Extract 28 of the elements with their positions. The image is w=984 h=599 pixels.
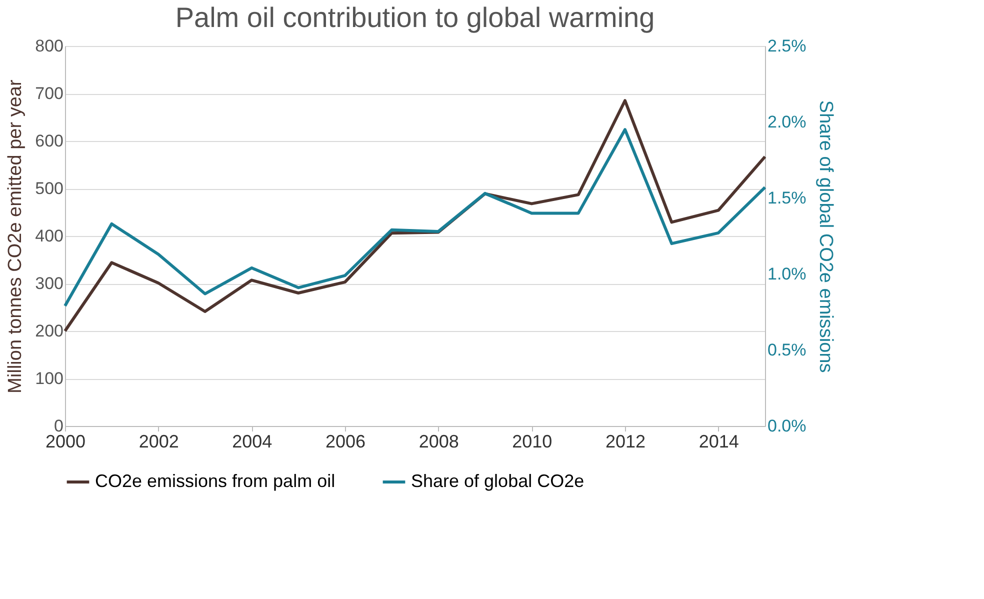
- x-tick-label: 2006: [325, 432, 366, 452]
- y-tick-label: 300: [35, 274, 64, 293]
- y2-tick-label: 2.0%: [768, 112, 806, 132]
- x-tick-label: 2004: [232, 432, 272, 452]
- y2-tick-label: 1.5%: [768, 188, 806, 208]
- legend-label: CO2e emissions from palm oil: [95, 471, 336, 491]
- x-tick-label: 2014: [698, 432, 739, 452]
- y-tick-label: 100: [35, 369, 64, 388]
- line-series: [64, 99, 766, 332]
- y2-tick-label: 0.0%: [768, 416, 806, 436]
- y-tick-label: 800: [35, 36, 64, 56]
- y-tick-label: 200: [35, 322, 64, 340]
- y-tick-label: 500: [35, 179, 64, 198]
- y-tick-label: 400: [35, 226, 64, 246]
- chart-title: Palm oil contribution to global warming: [175, 2, 655, 33]
- y2-tick-label: 2.5%: [768, 36, 806, 56]
- x-tick-label: 2008: [418, 432, 459, 452]
- x-tick-label: 2002: [138, 432, 179, 452]
- y-tick-label: 700: [35, 84, 64, 103]
- legend-label: Share of global CO2e: [411, 471, 584, 491]
- y2-axis-title: Share of global CO2e emissions: [815, 100, 836, 373]
- y-axis-title: Million tonnes CO2e emitted per year: [5, 79, 26, 394]
- y2-tick-label: 0.5%: [768, 340, 806, 360]
- y-tick-label: 600: [35, 132, 64, 150]
- y2-tick-label: 1.0%: [768, 264, 806, 284]
- x-tick-label: 2012: [605, 432, 646, 452]
- x-tick-label: 2010: [512, 432, 552, 452]
- line-series: [64, 128, 766, 308]
